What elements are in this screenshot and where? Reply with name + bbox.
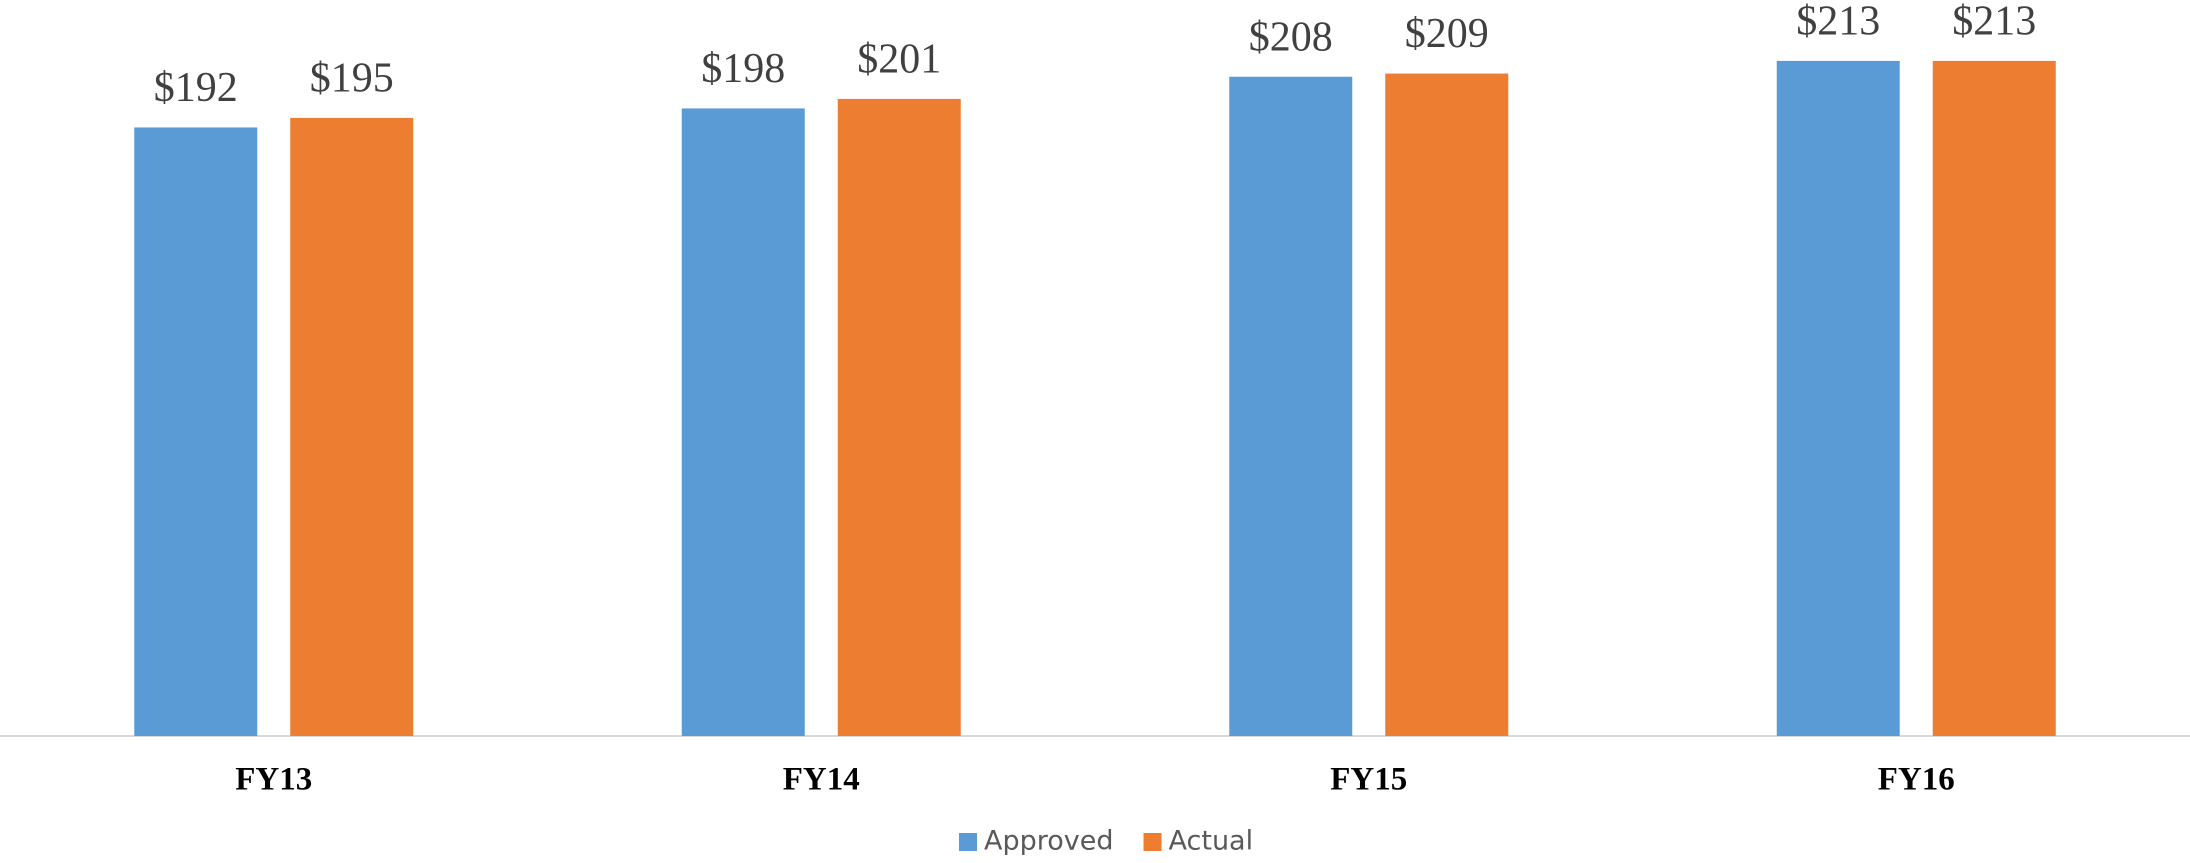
bar bbox=[1776, 60, 1900, 736]
x-tick-label: FY13 bbox=[235, 762, 312, 798]
x-tick-label: FY15 bbox=[1330, 762, 1407, 798]
data-label: $201 bbox=[857, 37, 941, 83]
bar bbox=[1932, 60, 2056, 736]
data-label: $208 bbox=[1249, 14, 1333, 60]
bar bbox=[681, 108, 805, 736]
legend-swatch bbox=[1143, 833, 1162, 851]
bar bbox=[1229, 76, 1353, 736]
legend-label: Approved bbox=[984, 826, 1114, 857]
bar bbox=[134, 127, 258, 736]
data-label: $192 bbox=[154, 65, 238, 111]
data-label: $198 bbox=[701, 46, 785, 92]
data-label: $209 bbox=[1405, 11, 1489, 57]
bar bbox=[290, 117, 414, 736]
x-tick-label: FY16 bbox=[1878, 762, 1955, 798]
legend-label: Actual bbox=[1169, 826, 1254, 857]
bar bbox=[837, 98, 961, 737]
data-label: $213 bbox=[1952, 0, 2036, 45]
bar bbox=[1385, 73, 1509, 737]
data-label: $213 bbox=[1796, 0, 1880, 45]
x-tick-label: FY14 bbox=[783, 762, 860, 798]
legend-swatch bbox=[959, 833, 977, 851]
data-label: $195 bbox=[310, 56, 394, 102]
